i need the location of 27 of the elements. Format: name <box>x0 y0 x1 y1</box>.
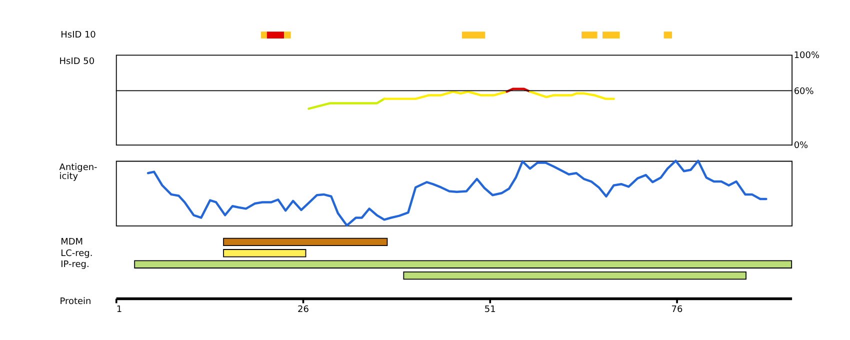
bar <box>260 32 267 38</box>
y-tick-label: 60% <box>794 86 814 97</box>
y-tick-label: 100% <box>794 50 820 61</box>
bar <box>266 32 284 38</box>
bar <box>602 32 620 38</box>
x-tick-label: 1 <box>116 305 122 316</box>
y-tick-label: LC-reg. <box>60 248 93 259</box>
line-series <box>383 90 508 100</box>
bar <box>284 32 291 38</box>
y-tick-label: IP-reg. <box>60 260 90 270</box>
bar <box>664 32 672 38</box>
y-tick-label: HsID 10 <box>60 30 96 41</box>
bar <box>223 249 306 258</box>
x-axis-title: Protein <box>60 297 92 308</box>
x-tick-label: 51 <box>484 305 496 316</box>
y-axis-title: Antigen- icity <box>59 162 98 182</box>
line-series <box>528 90 615 100</box>
y-tick-label: 0% <box>794 140 809 151</box>
y-tick-label: MDM <box>60 238 84 248</box>
y-axis-title: HsID 50 <box>59 56 95 67</box>
bar <box>462 32 486 38</box>
x-tick-label: 26 <box>298 305 310 316</box>
bar <box>223 238 388 246</box>
bar <box>582 32 598 38</box>
bar <box>134 260 792 268</box>
bar <box>403 271 746 280</box>
x-tick-label: 76 <box>671 305 683 316</box>
